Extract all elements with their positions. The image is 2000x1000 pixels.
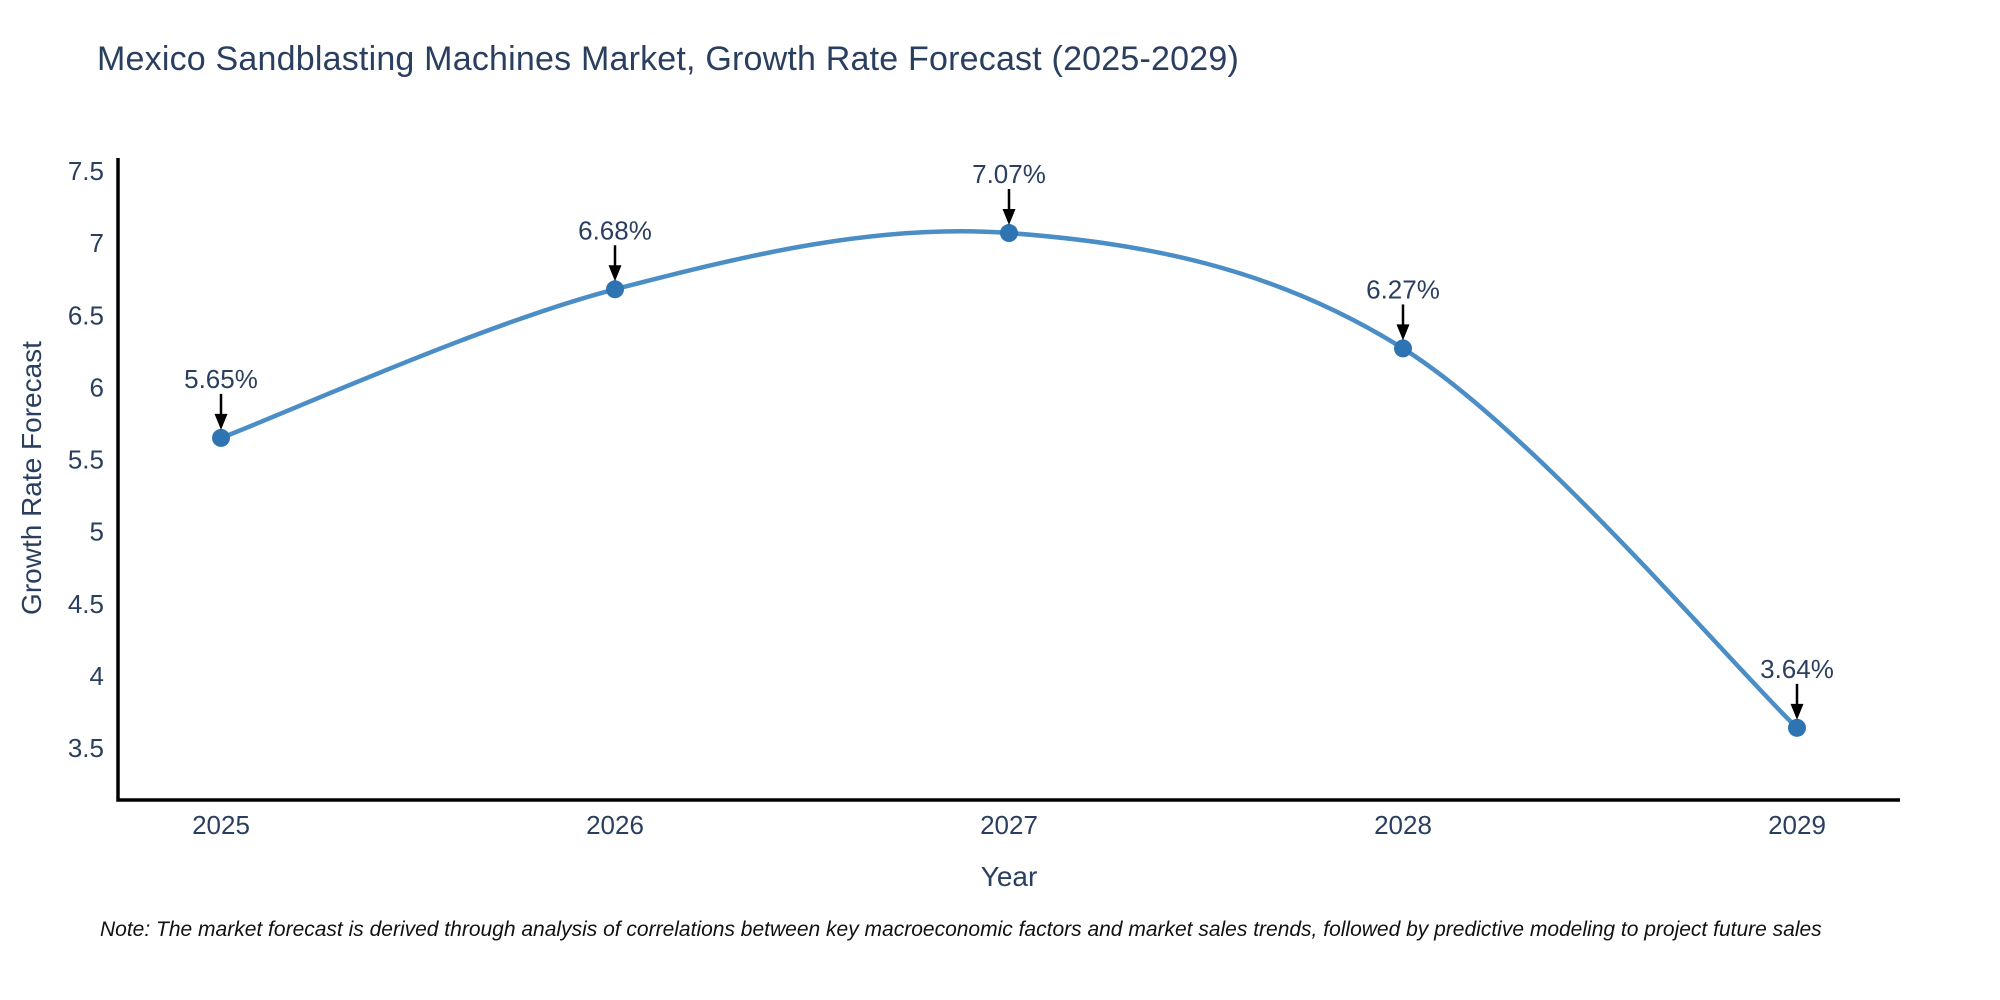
data-point-marker [212, 428, 230, 447]
y-tick-label: 6.5 [68, 300, 104, 330]
y-tick-label: 6 [90, 372, 104, 402]
data-point-label: 6.68% [578, 215, 652, 245]
y-tick-label: 5.5 [68, 445, 104, 475]
chart-title: Mexico Sandblasting Machines Market, Gro… [97, 40, 1239, 78]
annotation-arrowhead-icon [1396, 324, 1410, 341]
x-axis-title: Year [980, 861, 1038, 892]
y-tick-label: 7 [90, 228, 104, 258]
y-tick-label: 4.5 [68, 589, 104, 619]
annotation-arrowhead-icon [214, 413, 228, 430]
x-tick-label: 2027 [980, 810, 1038, 840]
y-tick-label: 7.5 [68, 156, 104, 186]
data-point-label: 7.07% [972, 159, 1046, 189]
footnote: Note: The market forecast is derived thr… [100, 918, 1822, 941]
data-point-marker [606, 280, 624, 299]
x-tick-label: 2026 [586, 810, 644, 840]
y-tick-label: 3.5 [68, 733, 104, 763]
axis-lines [116, 158, 1900, 802]
data-point-marker [1000, 224, 1018, 243]
data-point-label: 5.65% [184, 364, 258, 394]
x-tick-label: 2028 [1374, 810, 1432, 840]
x-tick-label: 2029 [1768, 810, 1826, 840]
trend-line [218, 228, 1800, 731]
annotation-arrowhead-icon [1790, 703, 1804, 720]
x-tick-label: 2025 [192, 810, 250, 840]
data-point-marker [1394, 339, 1412, 358]
data-point-label: 6.27% [1366, 274, 1440, 304]
data-point-label: 3.64% [1760, 654, 1834, 684]
y-tick-label: 4 [90, 661, 104, 691]
data-point-marker [1788, 718, 1806, 737]
y-tick-label: 5 [90, 517, 104, 547]
annotation-arrowhead-icon [1002, 209, 1016, 226]
annotation-arrowhead-icon [608, 265, 622, 282]
